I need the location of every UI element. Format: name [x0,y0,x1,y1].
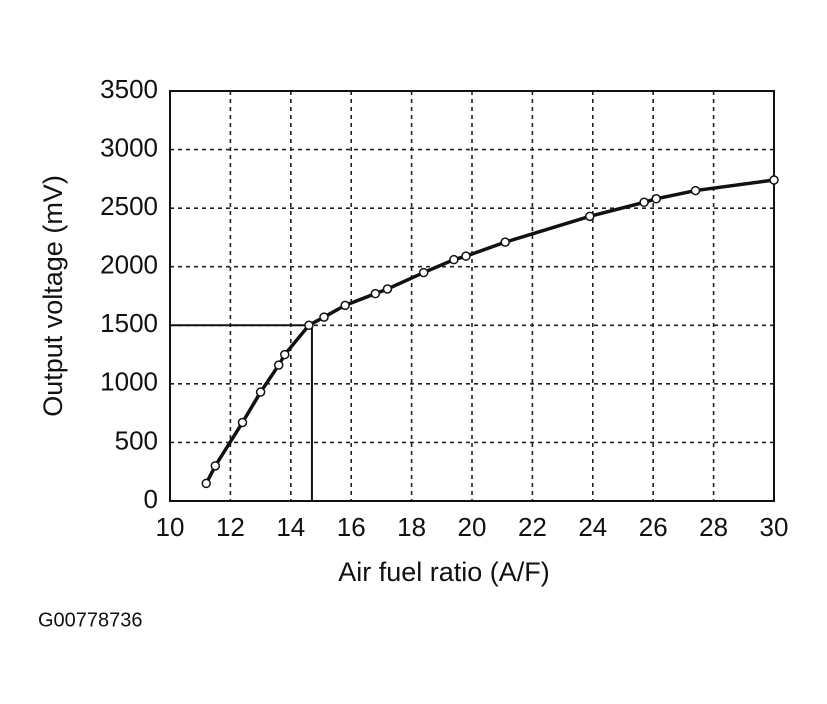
data-point [319,312,329,322]
x-tick-label: 22 [518,512,547,542]
data-point [304,320,314,331]
y-axis-label: Output voltage (mV) [38,175,68,417]
y-tick-label: 1500 [100,308,158,338]
data-point [201,478,211,489]
y-tick-label: 500 [115,425,158,455]
data-point [255,387,266,397]
data-point [639,197,649,208]
y-tick-label: 2500 [100,191,158,221]
data-point [449,254,459,265]
x-axis-label: Air fuel ratio (A/F) [338,557,550,587]
y-tick-label: 3000 [100,132,158,162]
data-point [500,237,510,247]
data-point [690,185,701,196]
x-tick-label: 12 [216,512,245,542]
data-point [382,284,393,294]
y-tick-label: 1000 [100,367,158,397]
plot-frame [169,90,775,502]
data-point [340,300,350,311]
data-point [769,175,779,185]
x-tick-label: 28 [699,512,728,542]
data-point [237,417,248,428]
data-point [280,349,290,360]
data-line [204,178,775,485]
x-tick-label: 10 [156,512,185,542]
data-point [273,360,284,370]
caption: G00778736 [38,609,143,631]
y-tick-label: 2000 [100,250,158,280]
y-tick-label: 0 [144,484,158,514]
x-tick-label: 16 [337,512,366,542]
x-tick-label: 30 [760,512,789,542]
data-point [651,194,661,204]
y-tick-label: 3500 [100,74,158,104]
data-point [461,251,471,261]
x-tick-label: 20 [458,512,487,542]
data-point [210,461,221,471]
x-tick-label: 14 [276,512,305,542]
data-point [418,267,429,278]
data-point [370,288,381,299]
data-point [585,211,595,222]
x-tick-label: 18 [397,512,426,542]
x-tick-label: 24 [578,512,607,542]
x-tick-label: 26 [639,512,668,542]
